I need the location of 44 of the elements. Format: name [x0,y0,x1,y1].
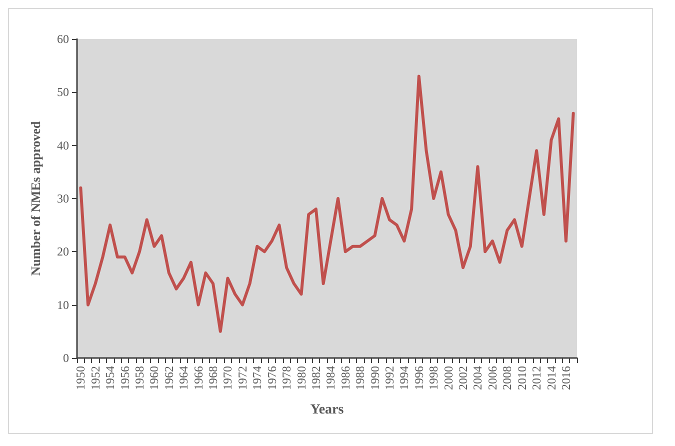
x-tick-label: 2012 [530,366,544,390]
x-tick-label: 1998 [426,366,441,390]
x-tick-label: 1964 [176,366,191,390]
x-tick-label: 1984 [324,366,338,390]
x-tick-label: 1978 [280,366,294,390]
x-tick-label: 1986 [338,366,352,390]
x-tick-label: 1960 [147,366,162,390]
y-tick-label: 40 [57,138,69,152]
x-tick-label: 2010 [514,366,529,390]
y-tick-label: 30 [57,192,69,206]
y-tick-label: 0 [63,351,69,365]
y-axis-title: Number of NMEs approved [28,120,43,276]
x-tick-label: 1950 [74,366,88,390]
x-tick-label: 1958 [132,366,146,390]
x-tick-label: 1982 [308,366,323,390]
x-tick-label: 1980 [294,366,308,390]
x-tick-label: 2016 [558,366,573,390]
line-series [79,74,575,333]
x-tick-label: 1996 [412,366,426,390]
x-tick-label: 1988 [353,366,368,390]
y-tick-label: 20 [57,244,69,259]
y-tick-label: 60 [57,32,69,46]
x-tick-label: 1954 [103,366,118,390]
x-tick-label: 2002 [456,366,470,390]
x-tick-label: 1952 [88,366,102,390]
x-tick-label: 1976 [264,366,279,390]
x-tick-label: 1966 [191,366,206,390]
x-tick-label: 1968 [206,366,220,390]
y-tick-label: 50 [57,85,69,100]
x-tick-label: 2014 [544,366,558,390]
x-tick-label: 2000 [441,366,456,390]
x-tick-label: 1994 [397,366,412,390]
x-tick-label: 1970 [220,366,235,390]
x-axis-title: Years [310,402,344,418]
y-tick-label: 10 [57,298,69,312]
x-tick-label: 1962 [162,366,176,390]
x-tick-label: 1990 [368,366,382,390]
x-tick-label: 2008 [500,366,514,390]
x-tick-label: 1956 [118,366,132,390]
x-tick-label: 2004 [470,366,485,390]
x-tick-label: 1972 [235,366,250,390]
x-tick-label: 1974 [250,366,264,390]
x-tick-label: 1992 [382,366,396,390]
x-tick-label: 2006 [485,366,500,390]
